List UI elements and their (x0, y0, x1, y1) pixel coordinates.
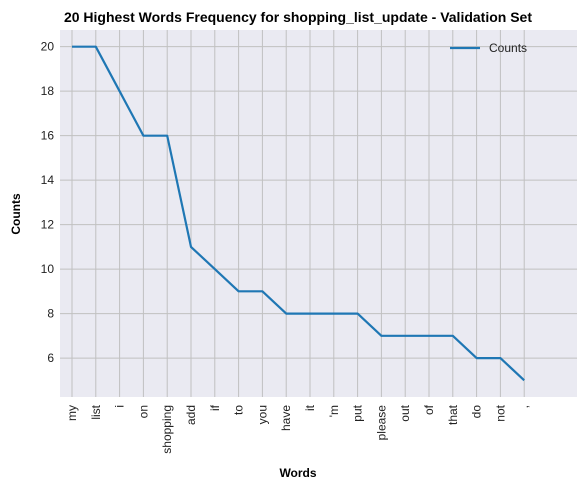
y-tick-label: 8 (47, 307, 54, 321)
x-tick-label: shopping (160, 405, 174, 454)
y-tick-label: 6 (47, 351, 54, 365)
x-tick-label: it (303, 404, 317, 411)
x-tick-label: if (208, 404, 222, 411)
x-tick-label: that (446, 404, 460, 425)
y-tick-label: 20 (41, 40, 55, 54)
x-tick-label: , (517, 405, 531, 408)
y-tick-label: 12 (41, 218, 55, 232)
x-tick-label: to (232, 405, 246, 415)
y-tick-label: 16 (41, 129, 55, 143)
y-tick-label: 10 (41, 262, 55, 276)
x-tick-label: do (470, 405, 484, 419)
x-tick-label: add (184, 405, 198, 425)
x-tick-label: on (136, 405, 150, 418)
plot-area (60, 30, 577, 397)
x-tick-label: not (493, 404, 507, 421)
y-axis-ticks: 6 8 10 12 14 16 18 20 (41, 40, 55, 365)
legend-label-counts: Counts (489, 41, 527, 55)
x-tick-label: my (65, 405, 79, 421)
x-tick-label: 'm (327, 405, 341, 417)
x-tick-label: out (398, 404, 412, 421)
y-tick-label: 18 (41, 84, 55, 98)
x-tick-label: of (422, 404, 436, 415)
x-tick-label: put (351, 404, 365, 421)
x-tick-label: you (255, 405, 269, 424)
y-tick-label: 14 (41, 173, 55, 187)
x-tick-label: have (279, 405, 293, 431)
x-axis-ticks: my list i on shopping add if to you have it 'm put pl… (65, 404, 531, 453)
x-tick-label: please (374, 405, 388, 441)
x-tick-label: i (113, 405, 127, 408)
y-axis-label: Counts (9, 193, 23, 235)
x-axis-label: Words (279, 466, 316, 480)
chart-title: 20 Highest Words Frequency for shopping_… (64, 9, 532, 25)
x-tick-label: list (89, 404, 103, 419)
